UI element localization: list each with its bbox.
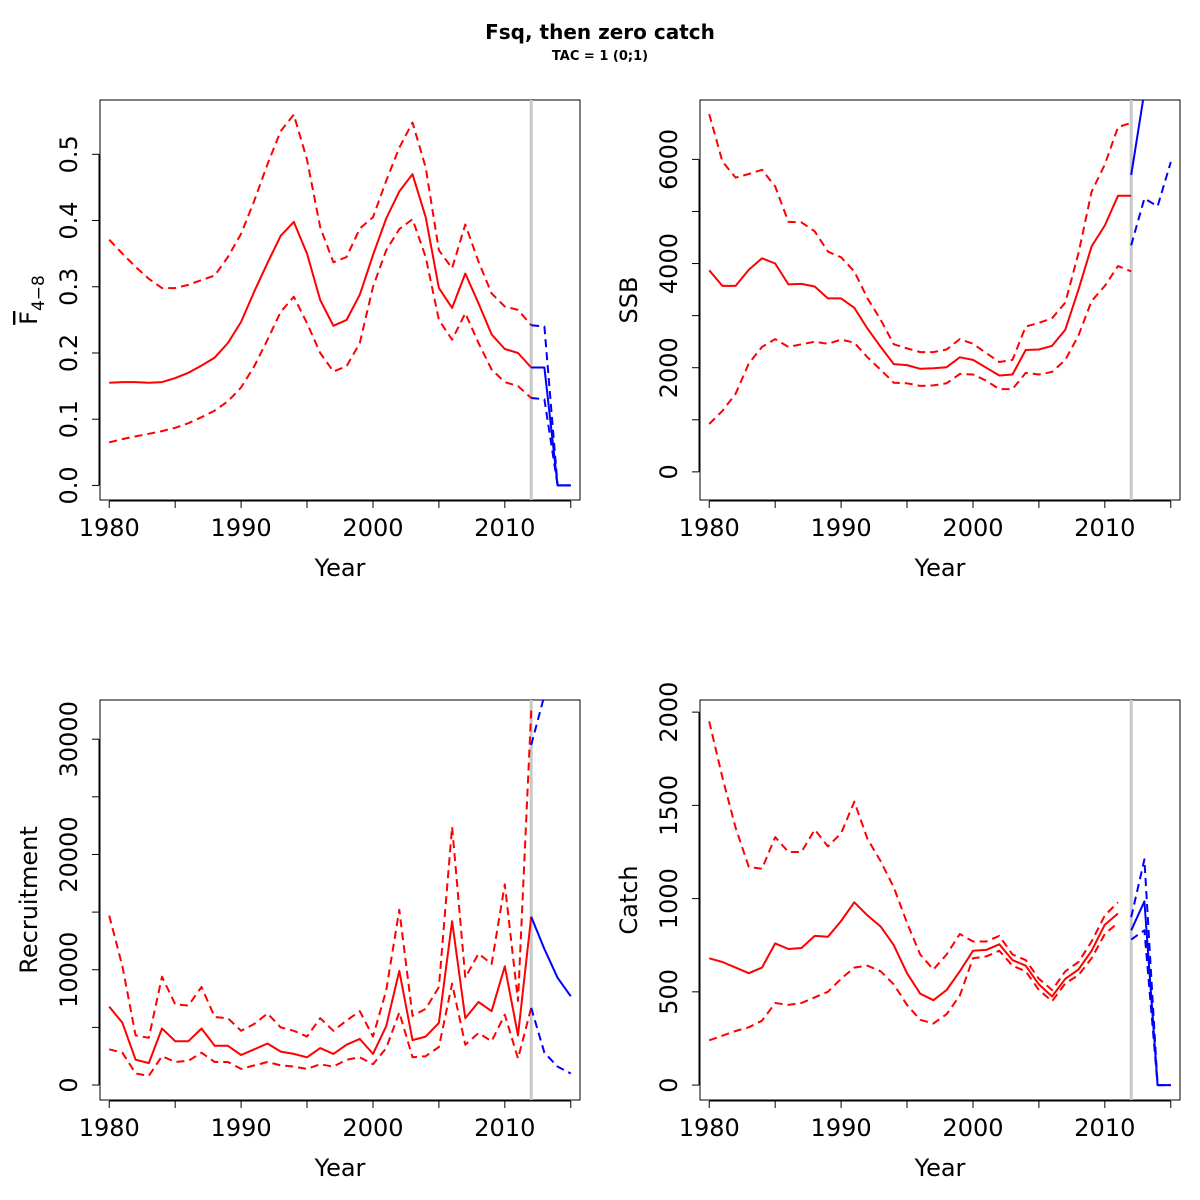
- y-tick-label: 0.2: [55, 334, 83, 372]
- y-axis-label-main: F: [15, 311, 43, 325]
- series-line-estimate: [708, 194, 1132, 377]
- x-tick-label: 2010: [474, 1114, 535, 1142]
- series-group: [708, 100, 1172, 425]
- y-tick-label: 500: [655, 969, 683, 1015]
- series-line-estimate-lower: [708, 265, 1132, 425]
- series-line-forecast-lower: [530, 1007, 572, 1075]
- y-tick-label: 0: [55, 1077, 83, 1092]
- y-tick-label: 0.4: [55, 201, 83, 239]
- x-axis-label: Year: [314, 554, 366, 582]
- y-axis-label: SSB: [615, 277, 643, 324]
- y-axis-label-subscript: 4−8: [29, 275, 49, 311]
- x-tick-label: 1980: [679, 514, 740, 542]
- y-tick-label: 4000: [655, 233, 683, 294]
- series-line-estimate: [108, 916, 533, 1065]
- series-line-forecast: [530, 916, 572, 997]
- x-tick-label: 1990: [811, 514, 872, 542]
- plot-frame: [699, 99, 1181, 501]
- y-tick-label: 2000: [655, 682, 683, 743]
- y-axis-label: F4−8: [15, 275, 49, 325]
- figure-title: Fsq, then zero catch: [485, 20, 715, 44]
- y-tick-label: 1500: [655, 775, 683, 836]
- y-tick-label: 1000: [655, 868, 683, 929]
- series-line-forecast-upper: [531, 324, 571, 487]
- x-axis-label: Year: [914, 554, 966, 582]
- series-line-forecast-lower: [531, 397, 571, 487]
- series-group: [108, 113, 571, 487]
- y-tick-label: 0.5: [55, 135, 83, 173]
- y-tick-label: 0.3: [55, 268, 83, 306]
- x-tick-label: 1980: [79, 1114, 140, 1142]
- x-tick-label: 1990: [211, 1114, 272, 1142]
- y-tick-label: 30000: [55, 701, 83, 777]
- series-line-forecast-lower: [1130, 161, 1172, 246]
- x-tick-label: 1990: [211, 514, 272, 542]
- panel-f48: 1980 1990 2000 2010 Year 0.0 0.1 0.2 0.3 0.4 0.5 F4…: [15, 99, 581, 582]
- series-group: [708, 721, 1171, 1087]
- y-tick-label: 20000: [55, 816, 83, 892]
- x-tick-label: 2010: [1074, 1114, 1135, 1142]
- y-axis-label: Catch: [615, 865, 643, 934]
- x-tick-label: 2010: [474, 514, 535, 542]
- series-line-estimate-upper: [708, 113, 1132, 363]
- figure-subtitle: TAC = 1 (0;1): [552, 49, 648, 64]
- x-tick-label: 2000: [342, 1114, 403, 1142]
- series-line-estimate: [109, 173, 532, 384]
- x-axis-label: Year: [314, 1154, 366, 1182]
- x-tick-label: 1980: [79, 514, 140, 542]
- plot-frame: [699, 699, 1181, 1101]
- series-line-estimate: [708, 901, 1119, 1002]
- series-line-estimate-upper: [108, 710, 533, 1039]
- x-tick-label: 2000: [342, 514, 403, 542]
- y-tick-label: 6000: [655, 129, 683, 190]
- y-tick-label: 10000: [55, 932, 83, 1008]
- x-tick-label: 2000: [942, 514, 1003, 542]
- y-tick-label: 0: [655, 1077, 683, 1092]
- series-group: [108, 700, 572, 1077]
- panel-ssb: 1980 1990 2000 2010 Year 0 2000 4000 6000 SSB: [615, 99, 1181, 582]
- panel-catch: 1980 1990 2000 2010 Year 0 500 1000 1500 2000 Catc…: [615, 682, 1181, 1182]
- x-tick-label: 2000: [942, 1114, 1003, 1142]
- x-tick-label: 1990: [811, 1114, 872, 1142]
- series-line-forecast-lower: [1130, 929, 1171, 1087]
- plot-frame: [99, 699, 581, 1101]
- series-line-forecast: [1130, 100, 1145, 176]
- x-tick-label: 2010: [1074, 514, 1135, 542]
- panel-recruitment: 1980 1990 2000 2010 Year 0 10000 20000 30000 Recr…: [15, 699, 581, 1182]
- y-tick-label: 2000: [655, 337, 683, 398]
- series-line-estimate-upper: [108, 113, 532, 326]
- series-line-estimate-lower: [108, 218, 532, 444]
- x-axis-label: Year: [914, 1154, 966, 1182]
- series-line-forecast-upper: [1130, 858, 1171, 1087]
- y-axis-label: Recruitment: [15, 826, 43, 973]
- series-line-estimate-lower: [708, 922, 1119, 1042]
- y-tick-label: 0.1: [55, 400, 83, 438]
- series-line-estimate-upper: [708, 721, 1119, 991]
- x-tick-label: 1980: [679, 1114, 740, 1142]
- series-line-forecast: [1130, 900, 1171, 1087]
- series-line-forecast: [531, 366, 571, 487]
- y-tick-label: 0.0: [55, 466, 83, 504]
- series-line-forecast-upper: [530, 700, 545, 746]
- plot-frame: [99, 99, 581, 501]
- series-line-estimate-lower: [108, 982, 533, 1077]
- y-tick-label: 0: [655, 464, 683, 479]
